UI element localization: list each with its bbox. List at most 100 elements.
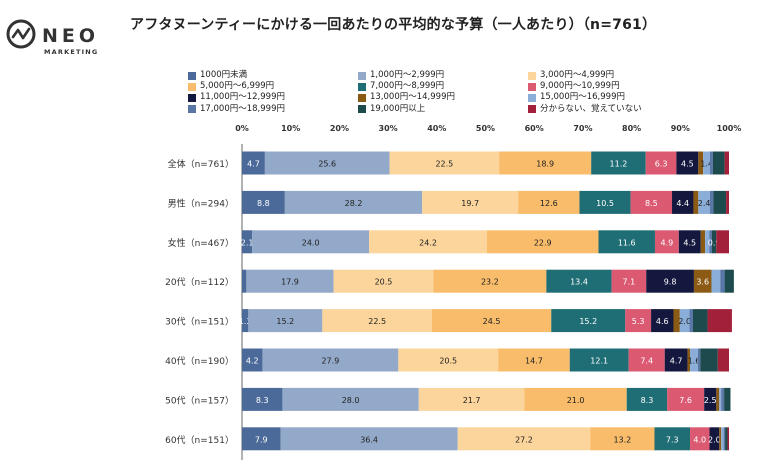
data-label: 11.6 (618, 238, 636, 247)
bar-segment (486, 230, 599, 254)
data-label: 9.8 (664, 278, 677, 287)
data-label: 19.7 (461, 199, 479, 208)
data-label: 22.5 (368, 317, 386, 326)
legend-label: 11,000円〜12,999円 (200, 92, 285, 103)
category-label: 50代（n=157） (165, 395, 234, 406)
bar-segment (689, 309, 693, 333)
bar-segment (431, 309, 552, 333)
legend-swatch (358, 71, 366, 80)
bar-segment (717, 348, 729, 372)
bar-segment (700, 348, 718, 372)
x-tick-label: 50% (476, 124, 495, 133)
category-label: 40代（n=190） (165, 356, 234, 367)
logo-sub-text: MARKETING (44, 48, 98, 56)
bar-segment (707, 309, 732, 333)
data-label: 4.7 (670, 357, 683, 366)
bar-segment (693, 269, 712, 293)
bar-segment (721, 427, 724, 451)
bar-segment (498, 348, 570, 372)
bar-segment (546, 269, 612, 293)
bar-segment (322, 309, 432, 333)
data-label: 4.2 (246, 357, 259, 366)
bar-segment (719, 427, 722, 451)
data-label: 12.6 (540, 199, 558, 208)
data-label: 15.2 (276, 317, 294, 326)
bar-segment (703, 151, 711, 175)
bar-segment (551, 309, 626, 333)
data-label: 27.9 (321, 357, 339, 366)
data-label: 4.0 (693, 435, 706, 444)
bar-segment (692, 309, 708, 333)
bar-segment (673, 309, 680, 333)
bar-segment (369, 230, 487, 254)
neo-logo-icon: NEO MARKETING (6, 19, 98, 56)
data-label: 7.6 (679, 396, 692, 405)
legend-item: 17,000円〜18,999円 (188, 104, 285, 115)
bar-segment (709, 427, 720, 451)
bar-segment (710, 151, 713, 175)
data-label: 8.3 (641, 396, 654, 405)
legend-item: 9,000円〜10,999円 (528, 81, 620, 92)
legend-item: 3,000円〜4,999円 (528, 70, 614, 81)
bar-segment (723, 427, 726, 451)
data-label: 1.6 (688, 357, 701, 366)
bar-segment (646, 269, 694, 293)
data-label: 8.5 (645, 199, 658, 208)
legend-label: 13,000円〜14,999円 (370, 92, 455, 103)
data-label: 10.5 (596, 199, 614, 208)
bar-segment (626, 387, 668, 411)
bar-segment (667, 387, 705, 411)
legend-label: 19,000円以上 (370, 103, 426, 114)
bar-segment (282, 387, 419, 411)
category-label: 30代（n=151） (165, 317, 234, 328)
legend-item: 13,000円〜14,999円 (358, 92, 455, 103)
bar-segment (242, 230, 253, 254)
bar-segment (457, 427, 591, 451)
data-label: 0.9 (708, 238, 721, 247)
data-label: 13.4 (570, 278, 588, 287)
bar-segment (711, 230, 717, 254)
data-label: 36.4 (360, 435, 378, 444)
bar-segment (333, 269, 434, 293)
bar-segment (710, 190, 714, 214)
bar-segment (724, 269, 734, 293)
bar-segment (698, 151, 704, 175)
bar-segment (569, 348, 629, 372)
x-tick-label: 80% (622, 124, 641, 133)
x-tick-label: 60% (525, 124, 544, 133)
x-tick-label: 10% (281, 124, 300, 133)
legend-swatch (188, 105, 196, 114)
bar-segment (711, 269, 721, 293)
bar-segment (693, 190, 699, 214)
data-label: 1.3 (239, 317, 252, 326)
bar-segment (724, 151, 729, 175)
bar-segment (242, 151, 265, 175)
data-label: 2.5 (704, 396, 717, 405)
data-label: 28.0 (342, 396, 360, 405)
bar-segment (654, 230, 679, 254)
data-label: 7.9 (255, 435, 268, 444)
bar-segment (645, 151, 677, 175)
data-label: 15.2 (579, 317, 597, 326)
x-tick-label: 20% (330, 124, 349, 133)
legend-item: 15,000円〜16,999円 (528, 92, 625, 103)
x-tick-label: 100% (717, 124, 742, 133)
bar-segment (246, 269, 334, 293)
bar-segment (725, 427, 728, 451)
bar-segment (524, 387, 627, 411)
bar-segment (252, 230, 370, 254)
bar-segment (687, 348, 691, 372)
bar-segment (611, 269, 647, 293)
legend-swatch (358, 82, 366, 91)
bar-segment (242, 269, 247, 293)
legend-swatch (528, 93, 536, 102)
legend-item: 1,000円〜2,999円 (358, 70, 444, 81)
bar-segment (654, 427, 691, 451)
bar-layer: 4.7 25.6 22.5 18.9 11.2 6.3 4.5 1.4 8.8 28.2 19.7 1… (239, 151, 734, 451)
bar-segment (664, 348, 688, 372)
data-label: 21.0 (567, 396, 585, 405)
data-label: 2.1 (241, 238, 254, 247)
x-tick-label: 40% (427, 124, 446, 133)
legend-label: 1000円未満 (200, 70, 248, 80)
bar-segment (713, 190, 727, 214)
